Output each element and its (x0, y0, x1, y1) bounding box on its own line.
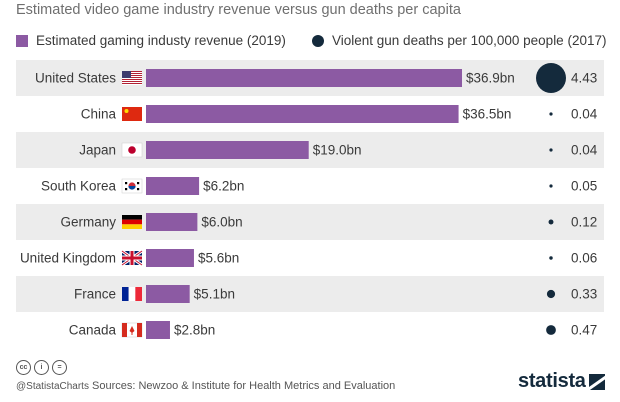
legend-item-revenue: Estimated gaming industy revenue (2019) (16, 33, 286, 48)
category-label: France (74, 287, 116, 302)
category-label: China (81, 107, 117, 122)
gun-deaths-value-label: 0.33 (571, 287, 597, 302)
gun-deaths-dot (549, 256, 553, 260)
jp-flag-icon (121, 142, 143, 158)
category-label: United Kingdom (20, 251, 116, 266)
statista-logo-icon (588, 373, 605, 390)
by-icon: i (34, 360, 49, 375)
gun-deaths-value-label: 0.12 (571, 215, 597, 230)
legend-label-revenue: Estimated gaming industy revenue (2019) (36, 33, 286, 48)
de-flag-icon (122, 215, 142, 229)
cn-flag-icon (122, 107, 142, 121)
license-icons: cc i = (16, 360, 67, 375)
revenue-bar (146, 249, 194, 267)
revenue-value-label: $6.0bn (201, 215, 242, 230)
revenue-value-label: $5.6bn (198, 251, 239, 266)
chart-title: Estimated video game industry revenue ve… (16, 2, 461, 18)
revenue-value-label: $5.1bn (194, 287, 235, 302)
gun-deaths-value-label: 4.43 (571, 71, 597, 86)
gun-deaths-dot (549, 148, 553, 152)
sources-note: Sources: Newzoo & Institute for Health M… (92, 380, 396, 392)
gun-deaths-value-label: 0.04 (571, 143, 598, 158)
gun-deaths-value-label: 0.05 (571, 179, 597, 194)
row-band (16, 132, 604, 168)
us-flag-icon (122, 71, 142, 85)
fr-flag-icon (122, 287, 142, 301)
brand-name: statista (518, 370, 586, 392)
gun-deaths-dot (546, 325, 556, 335)
revenue-value-label: $36.9bn (466, 71, 515, 86)
twitter-handle: @StatistaCharts (16, 381, 89, 392)
gun-deaths-dot (549, 184, 553, 188)
category-label: South Korea (41, 179, 117, 194)
legend-label-gun-deaths: Violent gun deaths per 100,000 people (2… (332, 33, 607, 48)
gun-deaths-dot (549, 112, 553, 116)
revenue-bar (146, 213, 198, 231)
legend-item-gun-deaths: Violent gun deaths per 100,000 people (2… (312, 33, 606, 48)
kr-flag-icon (121, 178, 143, 194)
revenue-value-label: $6.2bn (203, 179, 244, 194)
revenue-bar (146, 177, 200, 195)
gun-deaths-value-label: 0.47 (571, 323, 597, 338)
gun-deaths-dot (548, 219, 554, 225)
revenue-value-label: $2.8bn (174, 323, 215, 338)
cc-icon: cc (16, 360, 31, 375)
gun-deaths-dot (546, 289, 556, 299)
gb-flag-icon (121, 249, 143, 267)
nd-icon: = (52, 360, 67, 375)
legend-dot-gun-deaths (312, 34, 324, 47)
revenue-bar (146, 285, 190, 303)
revenue-bar (146, 105, 459, 123)
category-label: Japan (79, 143, 116, 158)
gun-deaths-value-label: 0.06 (571, 251, 597, 266)
revenue-value-label: $19.0bn (313, 143, 362, 158)
statista-logo: statista (518, 370, 605, 393)
revenue-bar (146, 69, 462, 87)
row-band (16, 276, 604, 312)
gun-deaths-dot (536, 63, 566, 93)
revenue-bar (146, 321, 170, 339)
category-label: United States (35, 71, 116, 86)
legend-swatch-revenue (16, 34, 28, 47)
revenue-value-label: $36.5bn (463, 107, 512, 122)
row-band (16, 204, 604, 240)
gun-deaths-value-label: 0.04 (571, 107, 598, 122)
category-label: Canada (69, 323, 117, 338)
category-label: Germany (60, 215, 116, 230)
revenue-bar (146, 141, 309, 159)
ca-flag-icon (121, 322, 143, 338)
